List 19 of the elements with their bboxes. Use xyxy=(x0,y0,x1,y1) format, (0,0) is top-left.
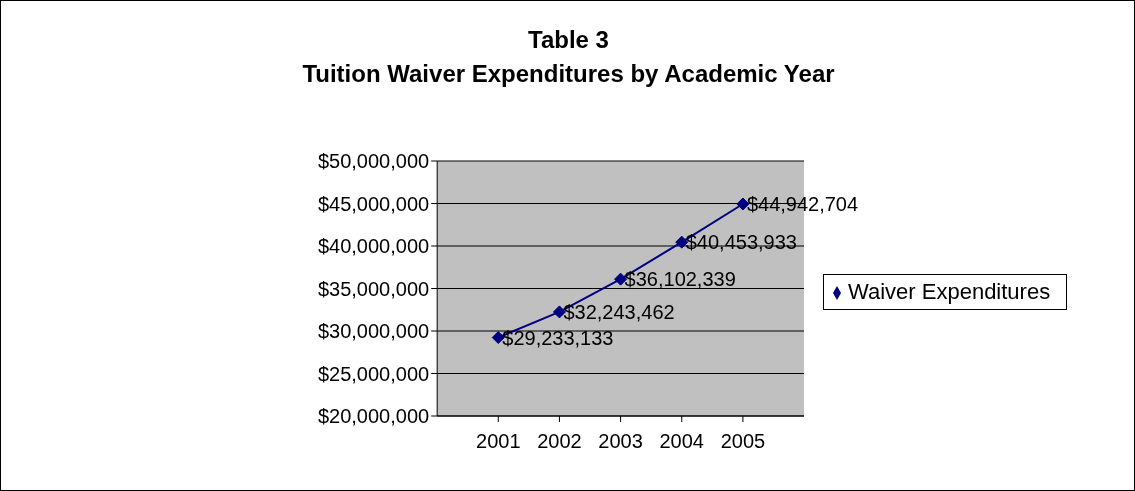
data-label: $44,942,704 xyxy=(746,192,859,215)
y-tick-label: $35,000,000 xyxy=(317,277,430,300)
data-label: $36,102,339 xyxy=(624,268,736,291)
data-label: $32,243,462 xyxy=(563,300,675,323)
x-tick-label: 2003 xyxy=(598,430,643,453)
y-tick-label: $50,000,000 xyxy=(317,150,430,173)
data-label: $40,453,933 xyxy=(685,231,797,254)
x-tick-label: 2005 xyxy=(720,430,766,453)
x-tick-label: 2002 xyxy=(537,430,582,453)
legend-label: Waiver Expenditures xyxy=(848,279,1051,304)
y-tick-label: $30,000,000 xyxy=(317,320,430,343)
data-label: $29,233,133 xyxy=(502,326,614,349)
y-tick-label: $20,000,000 xyxy=(317,405,430,428)
x-tick-label: 2001 xyxy=(476,430,521,453)
y-tick-label: $45,000,000 xyxy=(317,192,430,215)
y-tick-label: $40,000,000 xyxy=(317,235,430,258)
chart-title: Table 3 Tuition Waiver Expenditures by Academic Year xyxy=(301,25,836,89)
x-tick-label: 2004 xyxy=(659,430,704,453)
y-tick-label: $25,000,000 xyxy=(317,362,430,385)
